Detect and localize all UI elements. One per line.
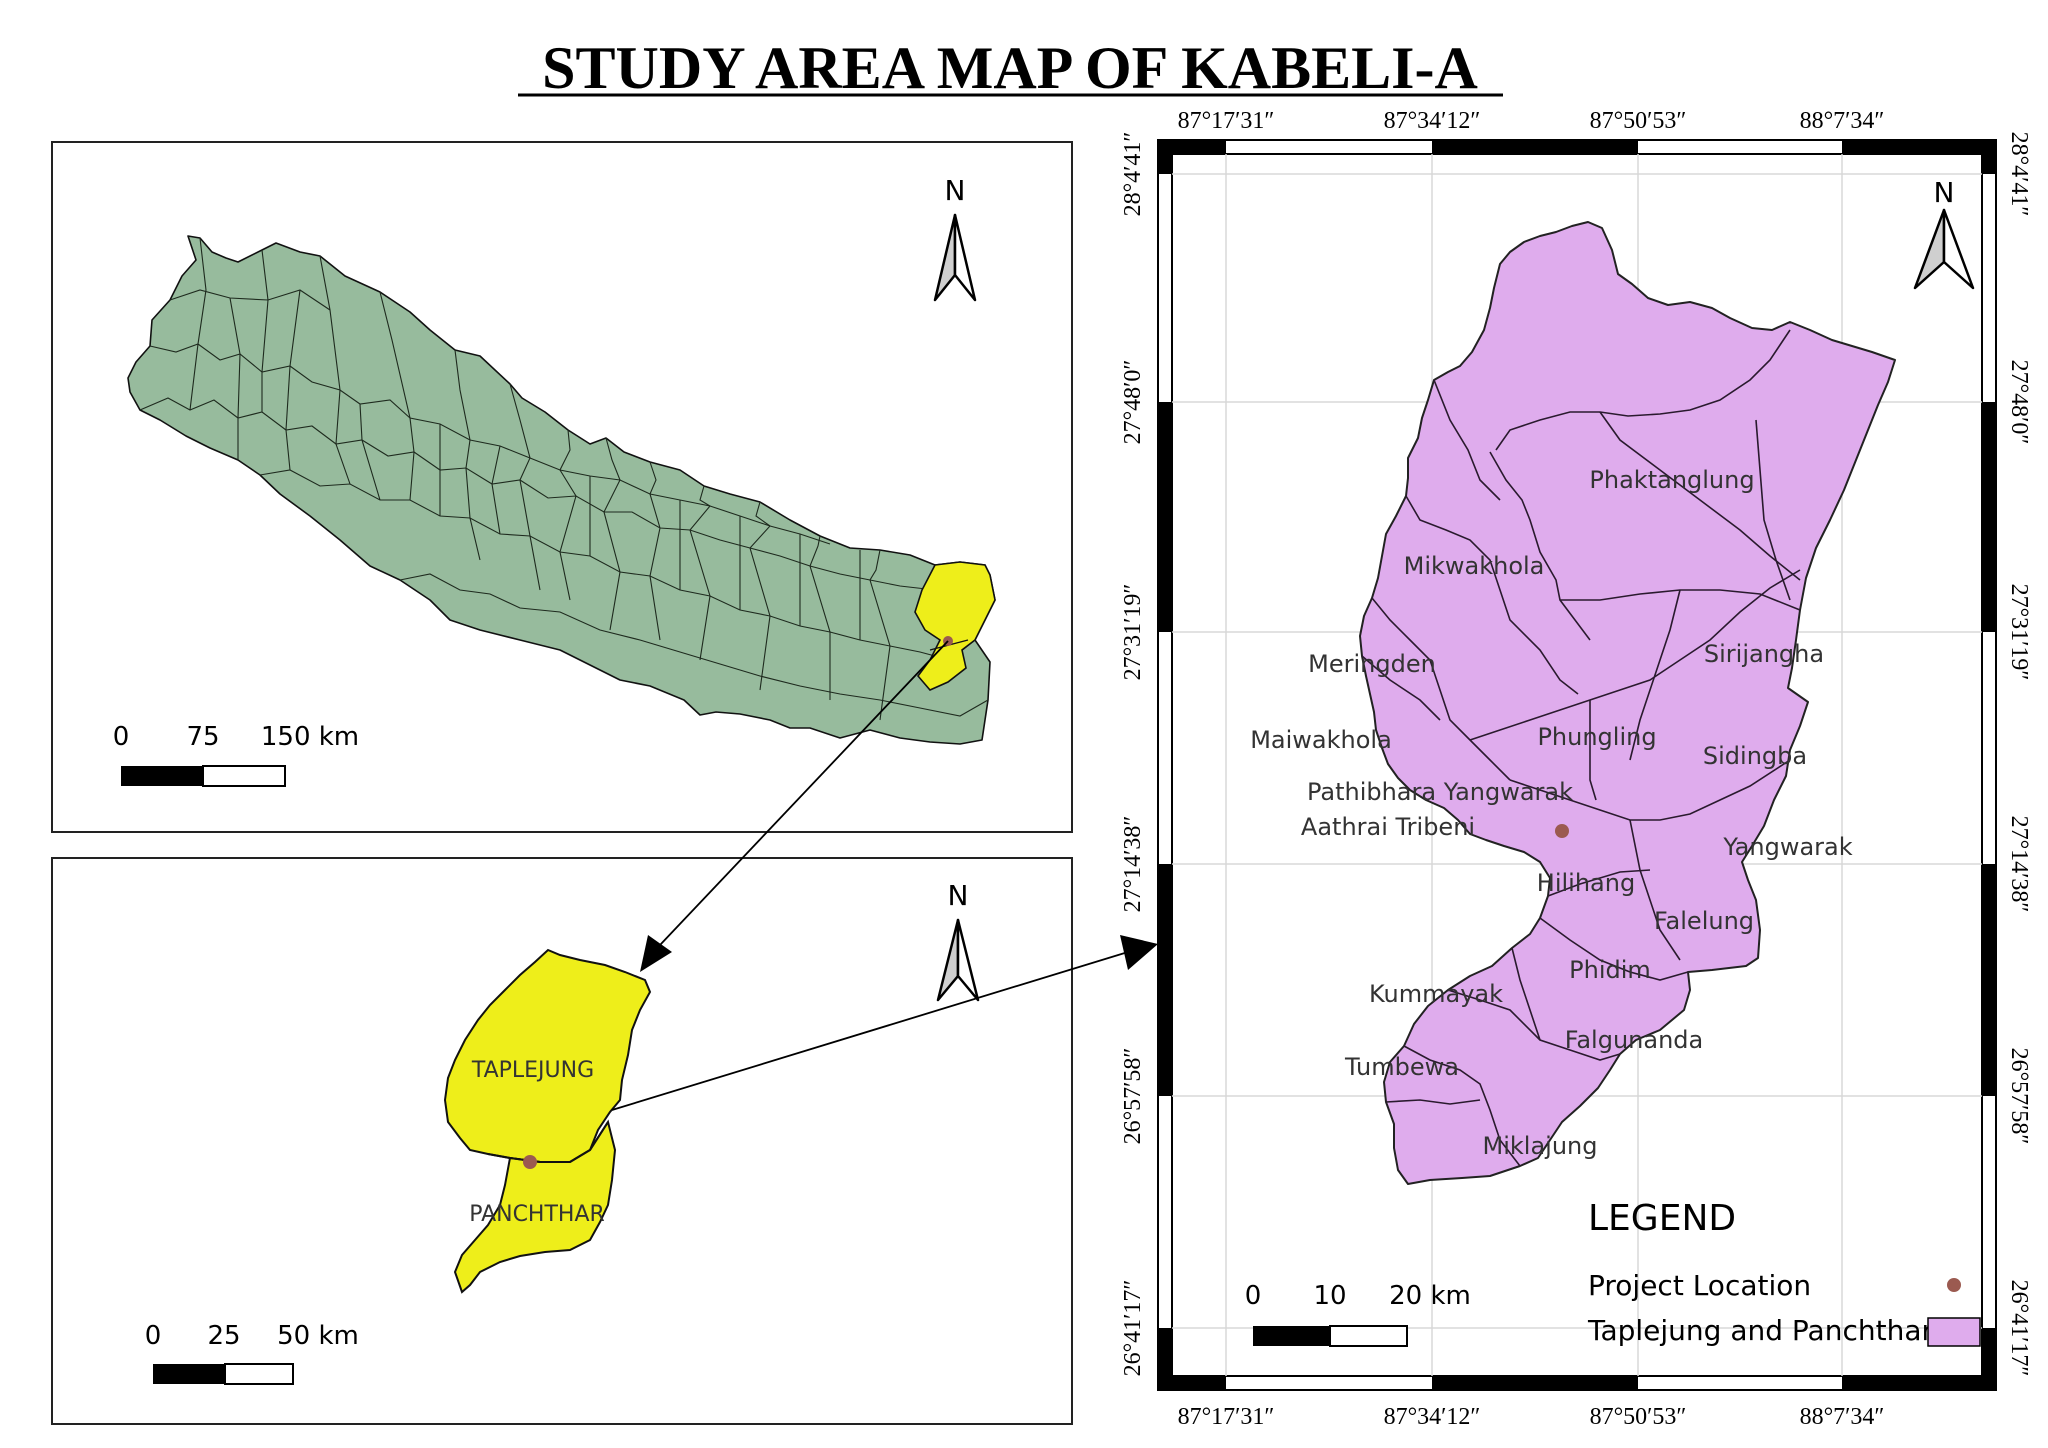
lat-label-right-3: 27°31′19″ <box>2006 584 2032 681</box>
study-border-segments <box>1158 140 1996 1390</box>
lat-labels-right: 28°4′41″ 27°48′0″ 27°31′19″ 27°14′38″ 26… <box>2006 132 2032 1377</box>
legend-districts-swatch <box>1927 1317 1981 1347</box>
label-sidingba: Sidingba <box>1703 742 1807 770</box>
nepal-scale-label-0: 0 <box>113 722 130 752</box>
label-maiwakhola: Maiwakhola <box>1250 726 1392 754</box>
label-aathrai-tribeni: Aathrai Tribeni <box>1301 813 1475 841</box>
study-legend: LEGEND Project Location Taplejung and Pa… <box>1587 1198 1981 1347</box>
lat-label-left-1: 28°4′41″ <box>1120 132 1146 217</box>
lon-labels-top: 87°17′31″ 87°34′12″ 87°50′53″ 88°7′34″ <box>1178 108 1885 134</box>
label-phaktanglung: Phaktanglung <box>1589 466 1754 494</box>
district-project-location-dot <box>523 1155 537 1169</box>
district-panel: TAPLEJUNG PANCHTHAR N 0 25 50 km <box>51 857 1073 1425</box>
lat-label-right-2: 27°48′0″ <box>2006 360 2032 445</box>
study-scale-label-0: 0 <box>1245 1281 1262 1311</box>
study-project-location-dot <box>1555 824 1569 838</box>
lon-label-bottom-1: 87°17′31″ <box>1178 1404 1275 1430</box>
lat-labels-left: 28°4′41″ 27°48′0″ 27°31′19″ 27°14′38″ 26… <box>1120 132 1146 1377</box>
arrow-nepal-to-district <box>659 640 949 946</box>
nepal-north-label: N <box>945 174 966 207</box>
panchthar-label: PANCHTHAR <box>469 1202 605 1227</box>
district-scale-label-25: 25 <box>207 1321 240 1351</box>
label-yangwarak: Yangwarak <box>1722 833 1852 861</box>
district-north-arrow: N <box>936 879 980 1002</box>
label-phungling: Phungling <box>1537 723 1656 751</box>
arrow-head-study <box>1120 935 1158 970</box>
map-title: STUDY AREA MAP OF KABELI-A <box>542 35 1478 101</box>
nepal-district-boundaries <box>139 237 989 721</box>
district-border <box>487 1121 609 1163</box>
lat-label-right-5: 26°57′58″ <box>2006 1048 2032 1145</box>
connector-arrows <box>611 640 1158 1111</box>
label-pathibhara-yangwarak: Pathibhara Yangwarak <box>1307 778 1573 806</box>
district-scale-label-0: 0 <box>145 1321 162 1351</box>
nepal-north-arrow: N <box>933 174 977 302</box>
label-miklajung: Miklajung <box>1483 1132 1598 1160</box>
lat-label-left-6: 26°41′17″ <box>1120 1280 1146 1377</box>
label-meringden: Meringden <box>1308 650 1436 678</box>
label-tumbewa: Tumbewa <box>1344 1053 1459 1081</box>
study-scale-bar: 0 10 20 km <box>1245 1281 1471 1347</box>
label-phidim: Phidim <box>1569 956 1651 984</box>
study-scale-label-10: 10 <box>1313 1281 1346 1311</box>
lon-label-bottom-2: 87°34′12″ <box>1384 1404 1481 1430</box>
lat-label-left-4: 27°14′38″ <box>1120 816 1146 913</box>
municipality-labels: Phaktanglung Mikwakhola Meringden Sirija… <box>1250 466 1853 1160</box>
arrow-district-to-study <box>611 951 1129 1111</box>
nepal-country-shape <box>127 235 996 745</box>
study-districts-shape <box>1359 221 1896 1185</box>
label-sirijangha: Sirijangha <box>1704 640 1824 668</box>
taplejung-label: TAPLEJUNG <box>471 1058 594 1083</box>
lon-label-bottom-3: 87°50′53″ <box>1590 1404 1687 1430</box>
district-scale-bar: 0 25 50 km <box>145 1321 359 1385</box>
study-north-label: N <box>1934 176 1955 209</box>
study-area-panel: 87°17′31″ 87°34′12″ 87°50′53″ 88°7′34″ 8… <box>1120 108 2032 1430</box>
arrow-head-district <box>640 935 672 972</box>
nepal-scale-label-75: 75 <box>186 722 219 752</box>
legend-item-project-location: Project Location <box>1588 1269 1811 1302</box>
label-kummayak: Kummayak <box>1369 980 1503 1008</box>
label-hilihang: Hilihang <box>1537 869 1635 897</box>
district-scale-label-50: 50 km <box>277 1321 359 1351</box>
label-falgunanda: Falgunanda <box>1565 1026 1704 1054</box>
lat-label-right-1: 28°4′41″ <box>2006 132 2032 217</box>
legend-item-districts: Taplejung and Panchthar <box>1587 1314 1933 1347</box>
lat-label-left-3: 27°31′19″ <box>1120 584 1146 681</box>
study-scale-label-20: 20 km <box>1389 1281 1471 1311</box>
nepal-panel: N 0 75 150 km <box>51 141 1073 833</box>
study-municipality-boundaries <box>1361 329 1801 1167</box>
nepal-scale-label-150: 150 km <box>261 722 359 752</box>
lon-label-top-1: 87°17′31″ <box>1178 108 1275 134</box>
label-mikwakhola: Mikwakhola <box>1404 552 1545 580</box>
lat-label-left-5: 26°57′58″ <box>1120 1048 1146 1145</box>
legend-project-location-dot <box>1947 1278 1961 1292</box>
lon-label-top-3: 87°50′53″ <box>1590 108 1687 134</box>
lon-label-bottom-4: 88°7′34″ <box>1800 1404 1885 1430</box>
legend-title: LEGEND <box>1588 1198 1736 1239</box>
district-north-label: N <box>948 879 969 912</box>
nepal-study-districts-highlight <box>914 561 996 691</box>
label-falelung: Falelung <box>1654 907 1754 935</box>
lon-labels-bottom: 87°17′31″ 87°34′12″ 87°50′53″ 88°7′34″ <box>1178 1404 1885 1430</box>
study-north-arrow: N <box>1913 176 1975 290</box>
nepal-scale-bar: 0 75 150 km <box>113 722 359 787</box>
lon-label-top-2: 87°34′12″ <box>1384 108 1481 134</box>
lat-label-left-2: 27°48′0″ <box>1120 360 1146 445</box>
lon-label-top-4: 88°7′34″ <box>1800 108 1885 134</box>
lat-label-right-4: 27°14′38″ <box>2006 816 2032 913</box>
lat-label-right-6: 26°41′17″ <box>2006 1280 2032 1377</box>
